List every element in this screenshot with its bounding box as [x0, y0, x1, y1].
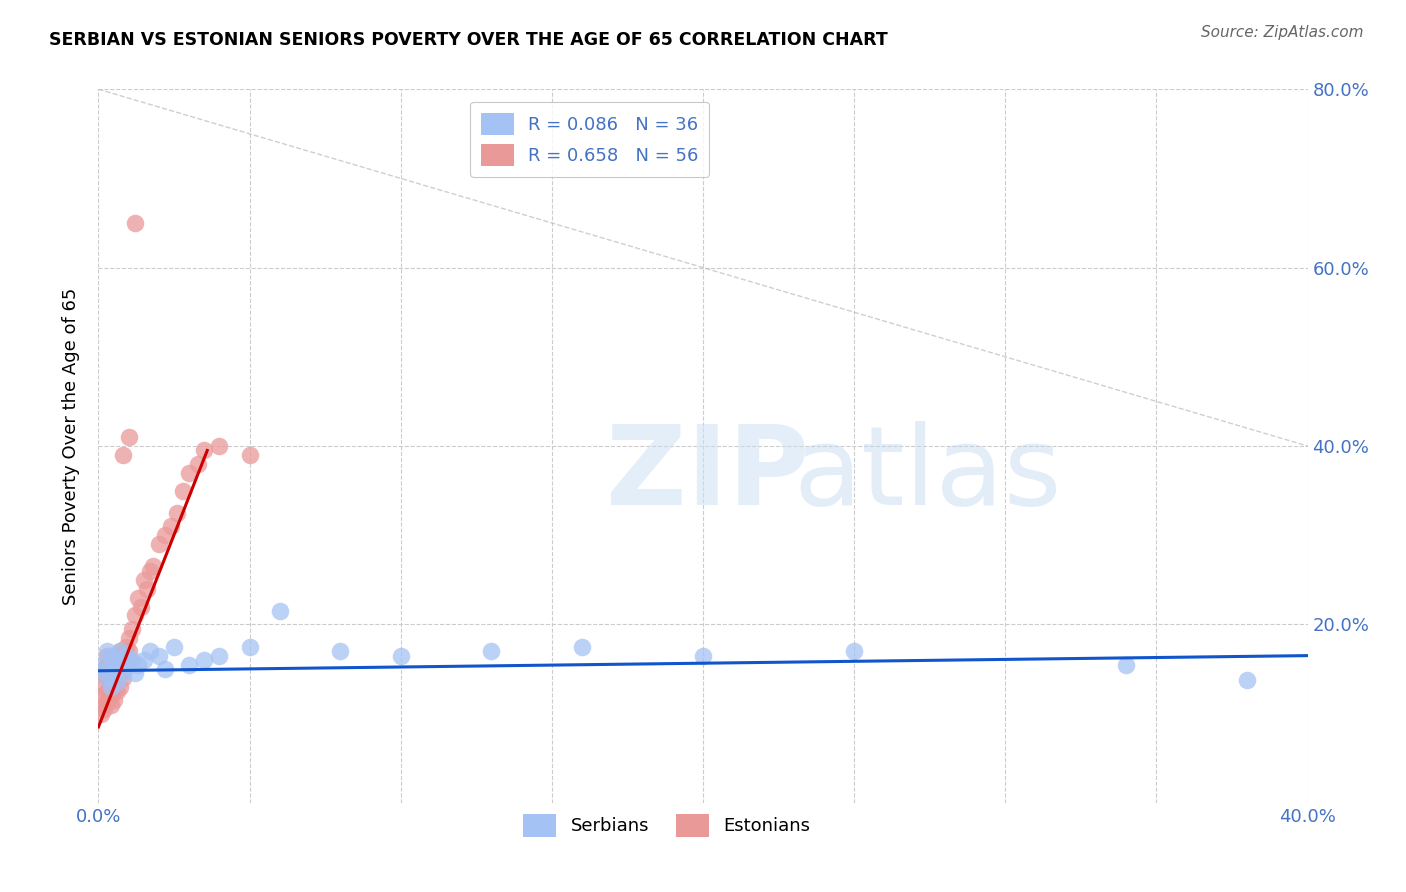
Point	[111, 671, 134, 685]
Y-axis label: Seniors Poverty Over the Age of 65: Seniors Poverty Over the Age of 65	[62, 287, 80, 605]
Point	[105, 648, 128, 663]
Point	[93, 664, 115, 678]
Point	[90, 666, 112, 681]
Point	[193, 653, 215, 667]
Text: ZIP: ZIP	[606, 421, 810, 528]
Point	[142, 559, 165, 574]
Point	[129, 599, 152, 614]
Point	[111, 662, 134, 676]
Point	[208, 648, 231, 663]
Point	[93, 702, 115, 716]
Point	[124, 216, 146, 230]
Point	[139, 564, 162, 578]
Point	[118, 653, 141, 667]
Point	[269, 604, 291, 618]
Point	[105, 662, 128, 676]
Point	[135, 582, 157, 596]
Text: SERBIAN VS ESTONIAN SENIORS POVERTY OVER THE AGE OF 65 CORRELATION CHART: SERBIAN VS ESTONIAN SENIORS POVERTY OVER…	[49, 31, 889, 49]
Point	[163, 640, 186, 654]
Point	[96, 657, 118, 672]
Point	[105, 657, 128, 672]
Point	[103, 653, 125, 667]
Point	[105, 675, 128, 690]
Point	[93, 680, 115, 694]
Point	[692, 648, 714, 663]
Point	[208, 439, 231, 453]
Point	[389, 648, 412, 663]
Point	[111, 666, 134, 681]
Point	[118, 657, 141, 672]
Point	[96, 648, 118, 663]
Point	[132, 653, 155, 667]
Point	[1115, 657, 1137, 672]
Point	[108, 666, 131, 681]
Point	[121, 653, 143, 667]
Point	[90, 689, 112, 703]
Point	[90, 706, 112, 721]
Point	[239, 448, 262, 462]
Point	[153, 528, 176, 542]
Text: Source: ZipAtlas.com: Source: ZipAtlas.com	[1201, 25, 1364, 40]
Point	[108, 644, 131, 658]
Point	[172, 483, 194, 498]
Point	[114, 648, 136, 663]
Point	[179, 466, 201, 480]
Point	[114, 657, 136, 672]
Point	[90, 657, 112, 672]
Point	[132, 573, 155, 587]
Point	[93, 698, 115, 712]
Point	[239, 640, 262, 654]
Point	[96, 684, 118, 698]
Point	[103, 666, 125, 681]
Point	[193, 443, 215, 458]
Point	[160, 519, 183, 533]
Point	[103, 657, 125, 672]
Point	[481, 644, 503, 658]
Point	[103, 693, 125, 707]
Point	[139, 644, 162, 658]
Point	[96, 644, 118, 658]
Point	[108, 662, 131, 676]
Point	[100, 680, 122, 694]
Point	[571, 640, 593, 654]
Point	[100, 698, 122, 712]
Point	[114, 640, 136, 654]
Point	[111, 448, 134, 462]
Point	[844, 644, 866, 658]
Point	[96, 693, 118, 707]
Point	[108, 680, 131, 694]
Point	[1236, 673, 1258, 687]
Point	[118, 430, 141, 444]
Point	[148, 648, 170, 663]
Point	[121, 622, 143, 636]
Point	[103, 671, 125, 685]
Point	[100, 648, 122, 663]
Legend: Serbians, Estonians: Serbians, Estonians	[516, 807, 817, 844]
Point	[100, 689, 122, 703]
Point	[153, 662, 176, 676]
Point	[148, 537, 170, 551]
Point	[127, 591, 149, 605]
Text: atlas: atlas	[793, 421, 1062, 528]
Point	[166, 506, 188, 520]
Point	[118, 644, 141, 658]
Point	[124, 608, 146, 623]
Point	[111, 653, 134, 667]
Point	[96, 671, 118, 685]
Point	[329, 644, 352, 658]
Point	[103, 684, 125, 698]
Point	[93, 662, 115, 676]
Point	[127, 657, 149, 672]
Point	[96, 671, 118, 685]
Point	[103, 666, 125, 681]
Point	[105, 684, 128, 698]
Point	[108, 644, 131, 658]
Point	[187, 457, 209, 471]
Point	[100, 680, 122, 694]
Point	[100, 662, 122, 676]
Point	[105, 675, 128, 690]
Point	[118, 631, 141, 645]
Point	[179, 657, 201, 672]
Point	[124, 666, 146, 681]
